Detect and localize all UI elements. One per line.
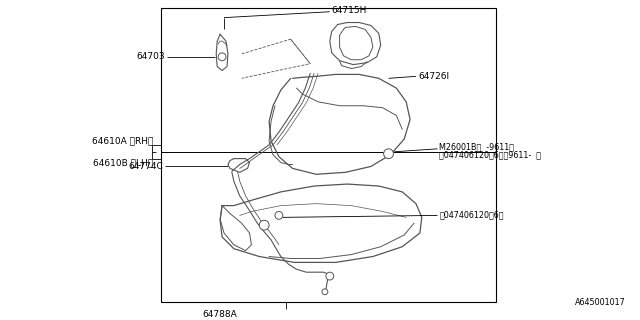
Text: 64703: 64703 xyxy=(137,52,165,61)
Text: 64788A: 64788A xyxy=(202,310,237,319)
Circle shape xyxy=(326,272,333,280)
Text: A645001017: A645001017 xyxy=(575,299,625,308)
Text: M26001B〈  -9611〉: M26001B〈 -9611〉 xyxy=(440,142,515,151)
Circle shape xyxy=(218,53,226,61)
Text: 64715H: 64715H xyxy=(332,6,367,15)
Circle shape xyxy=(383,149,394,159)
Text: 64610B 〈LH〉: 64610B 〈LH〉 xyxy=(93,159,154,168)
Circle shape xyxy=(259,220,269,230)
Text: Ⓢ047406120〈6〉: Ⓢ047406120〈6〉 xyxy=(440,210,504,219)
Text: 64726I: 64726I xyxy=(418,72,449,81)
Text: 64774C: 64774C xyxy=(129,162,163,171)
Text: Ⓢ047406120〈6〉〈9611-  〉: Ⓢ047406120〈6〉〈9611- 〉 xyxy=(440,150,541,159)
Circle shape xyxy=(275,212,283,219)
Text: 64610A 〈RH〉: 64610A 〈RH〉 xyxy=(92,136,154,145)
Bar xyxy=(161,8,496,301)
Circle shape xyxy=(322,289,328,295)
